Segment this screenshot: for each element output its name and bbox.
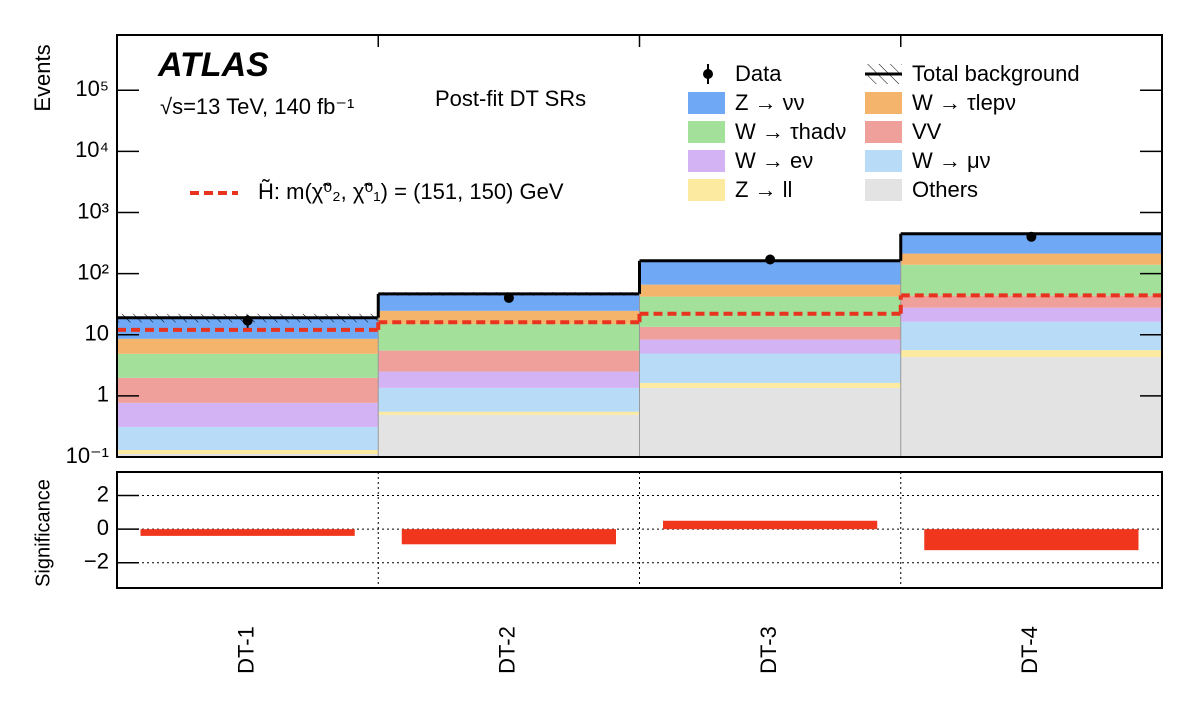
y-tick-label: 0: [97, 515, 109, 540]
data-point: [1026, 231, 1037, 242]
legend-label: W → eν: [735, 148, 813, 173]
stack-segment: [900, 264, 1162, 296]
stack-segment: [117, 402, 379, 427]
stack-segment: [378, 310, 640, 324]
region-label: Post-fit DT SRs: [435, 86, 586, 111]
legend-label: Data: [735, 61, 782, 86]
y-axis-title: Significance: [32, 479, 54, 587]
stack-segment: [900, 321, 1162, 351]
x-tick-label: DT-4: [1017, 626, 1042, 674]
legend-swatch: [865, 121, 902, 143]
legend-label: H̃: m(χ̃⁰₂, χ̃⁰₁) = (151, 150) GeV: [258, 179, 564, 204]
stack-segment: [900, 295, 1162, 308]
y-axis-title: Events: [30, 44, 55, 111]
data-point: [765, 254, 776, 265]
y-tick-label: 2: [97, 481, 109, 506]
legend-swatch: [688, 92, 725, 114]
stack-segment: [639, 353, 901, 383]
legend-label: W → τhadν: [735, 119, 846, 144]
legend-label: Others: [912, 177, 978, 202]
data-point: [242, 315, 253, 326]
y-tick-label: 10: [85, 321, 109, 346]
legend-swatch: [865, 179, 902, 201]
y-tick-label: 10⁵: [75, 76, 109, 101]
bar: [924, 529, 1139, 551]
y-tick-label: 1: [97, 382, 109, 407]
stack-segment: [639, 284, 901, 297]
legend-label: W → τlepν: [912, 90, 1016, 115]
data-point: [503, 292, 514, 303]
y-tick-label: 10³: [77, 198, 109, 223]
bar: [140, 529, 355, 536]
stack-segment: [900, 350, 1162, 358]
legend-label: W → μν: [912, 148, 991, 173]
x-tick-label: DT-1: [233, 626, 258, 674]
stack-segment: [117, 377, 379, 403]
bar: [663, 520, 878, 530]
legend-label: VV: [912, 119, 942, 144]
stack-segment: [900, 357, 1162, 457]
legend-swatch: [688, 150, 725, 172]
stack-segment: [900, 253, 1162, 265]
bar: [401, 529, 616, 545]
y-tick-label: 10²: [77, 259, 109, 284]
stack-segment: [900, 233, 1162, 254]
legend-swatch: [688, 179, 725, 201]
y-tick-label: 10⁴: [75, 137, 109, 162]
stack-segment: [378, 371, 640, 388]
stack-segment: [378, 387, 640, 412]
stack-segment: [639, 260, 901, 285]
legend-label: Z → νν: [735, 90, 805, 115]
stack-segment: [639, 382, 901, 388]
x-tick-label: DT-2: [495, 626, 520, 674]
plot-frame: [116, 471, 1163, 589]
stack-segment: [900, 307, 1162, 322]
y-tick-label: −2: [84, 549, 109, 574]
legend-swatch: [688, 121, 725, 143]
stack-segment: [117, 450, 379, 454]
stack-segment: [117, 353, 379, 378]
stack-segment: [639, 326, 901, 340]
stack-segment: [378, 350, 640, 372]
x-tick-label: DT-3: [756, 626, 781, 674]
stack-segment: [117, 426, 379, 451]
stack-segment: [378, 411, 640, 415]
stack-segment: [378, 323, 640, 351]
stack-segment: [639, 339, 901, 354]
energy-label: √s=13 TeV, 140 fb⁻¹: [160, 94, 354, 119]
stack-segment: [639, 296, 901, 327]
stack-segment: [117, 453, 379, 457]
legend-swatch: [865, 150, 902, 172]
stack-segment: [117, 338, 379, 354]
legend-label: Z → ll: [735, 177, 792, 202]
stack-segment: [639, 387, 901, 457]
y-tick-label: 10⁻¹: [66, 443, 109, 468]
legend-swatch: [865, 92, 902, 114]
legend-label: Total background: [912, 61, 1080, 86]
experiment-label: ATLAS: [157, 46, 269, 84]
stack-segment: [378, 414, 640, 457]
